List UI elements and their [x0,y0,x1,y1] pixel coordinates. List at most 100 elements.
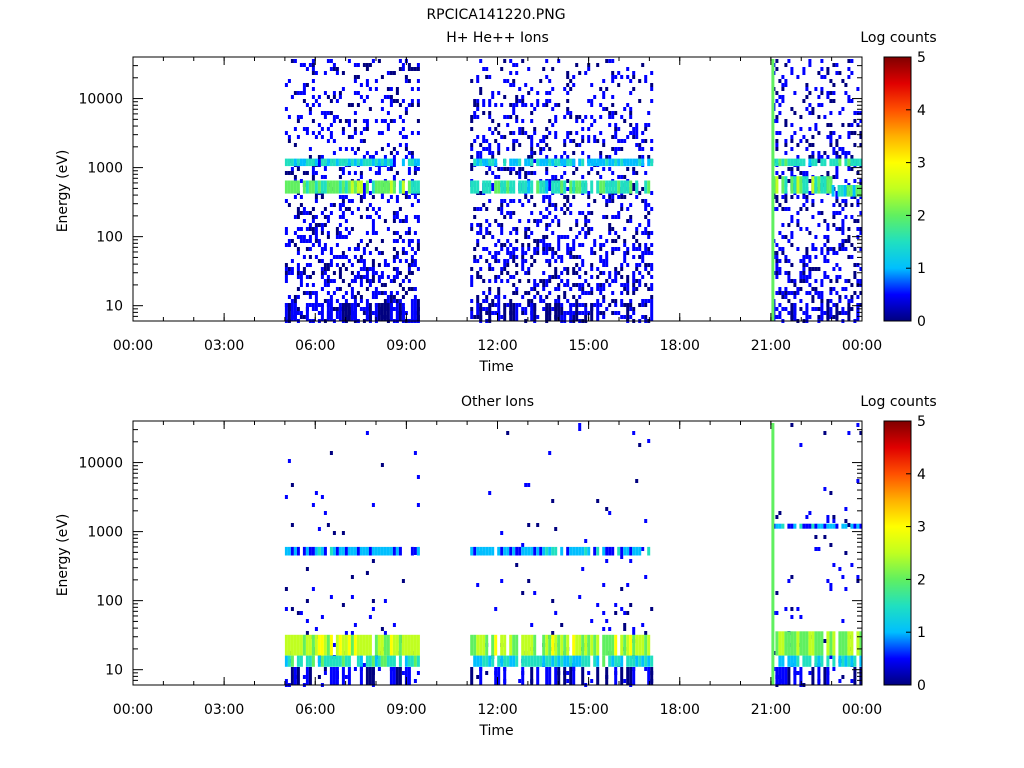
spectrogram-bin [398,259,402,263]
spectrogram-bin [293,91,297,95]
spectrogram-bin [796,195,800,199]
spectrogram-bin [545,103,549,107]
spectrogram-bin [587,191,591,195]
spectrogram-bin [838,155,842,159]
spectrogram-bin [314,171,318,175]
panel-title: H+ He++ Ions [446,30,549,46]
spectrogram-bin [608,511,612,515]
spectrogram-bin [551,499,555,503]
colorbar-tick-label: 4 [917,103,926,119]
spectrogram-bin [647,439,651,443]
spectrogram-bin [823,275,827,279]
spectrogram-bin [781,83,785,87]
spectrogram-bin [632,271,636,275]
x-tick-label: 15:00 [568,702,608,718]
spectrogram-band [395,546,399,556]
spectrogram-bin [775,171,779,175]
spectrogram-bin [572,311,576,315]
spectrogram-bin [644,251,648,255]
spectrogram-bin [386,143,390,147]
spectrogram-band [829,523,833,529]
spectrogram-bin [557,255,561,259]
spectrogram-band [350,634,354,656]
spectrogram-bin [644,303,648,307]
spectrogram-bin [539,239,543,243]
spectrogram-bin [620,267,624,271]
spectrogram-bin [413,679,417,683]
spectrogram-bin [479,87,483,91]
spectrogram-bin [512,83,516,87]
spectrogram-bin [536,219,540,223]
spectrogram-bin [509,303,513,321]
spectrogram-bin [808,91,812,95]
spectrogram-bin [545,303,549,321]
spectrogram-bin [410,203,414,207]
spectrogram-bin [554,135,558,139]
spectrogram-bin [368,267,372,271]
spectrogram-band [793,655,797,667]
spectrogram-bin [641,131,645,135]
spectrogram-band [488,655,492,667]
spectrogram-bin [290,607,294,611]
spectrogram-bin [838,299,842,303]
spectrogram-bin [808,191,812,195]
spectrogram-band [611,634,615,656]
spectrogram-band [341,634,345,656]
spectrogram-bin [344,227,348,231]
spectrogram-bin [341,295,345,299]
spectrogram-bin [784,199,788,203]
spectrogram-bin [353,667,357,671]
y-tick-label: 1000 [87,525,123,541]
spectrogram-bin [814,255,818,259]
spectrogram-bin [341,603,345,607]
spectrogram-band [542,546,546,556]
spectrogram-bin [641,315,645,319]
spectrogram-bin [293,215,297,219]
spectrogram-band [620,546,624,556]
spectrogram-bin [820,103,824,107]
x-axis-label: Time [478,359,513,375]
spectrogram-bin [533,251,537,255]
spectrogram-band [407,180,411,194]
spectrogram-band [799,631,803,656]
spectrogram-band [386,180,390,194]
spectrogram-bin [350,287,354,291]
spectrogram-bin [844,199,848,203]
spectrogram-band [296,158,300,167]
spectrogram-bin [578,211,582,215]
spectrogram-band [617,180,621,194]
spectrogram-band [335,180,339,194]
spectrogram-bin [347,207,351,211]
spectrogram-band [778,655,782,667]
spectrogram-bin [563,195,567,199]
spectrogram-bin [368,615,372,619]
spectrogram-bin [817,103,821,107]
spectrogram-bin [500,231,504,235]
spectrogram-band [590,634,594,656]
spectrogram-band [569,546,573,556]
spectrogram-bin [593,139,597,143]
spectrogram-band [341,546,345,556]
spectrogram-band [587,546,591,556]
spectrogram-bin [320,251,324,255]
spectrogram-bin [584,311,588,315]
spectrogram-bin [344,255,348,259]
spectrogram-band [563,180,567,194]
spectrogram-bin [826,251,830,255]
spectrogram-bin [548,303,552,321]
spectrogram-bin [512,227,516,231]
spectrogram-bin [551,275,555,279]
spectrogram-bin [551,175,555,179]
spectrogram-bin [611,239,615,243]
colorbar-tick-label: 2 [917,572,926,588]
spectrogram-band [383,655,387,667]
spectrogram-bin [326,267,330,271]
spectrogram-bin [560,315,564,319]
spectrogram-bin [389,99,393,103]
spectrogram-band [299,158,303,167]
spectrogram-bin [587,203,591,207]
spectrogram-band [859,158,863,167]
spectrogram-bin [302,675,306,679]
spectrogram-bin [509,131,513,135]
spectrogram-bin [470,115,474,119]
